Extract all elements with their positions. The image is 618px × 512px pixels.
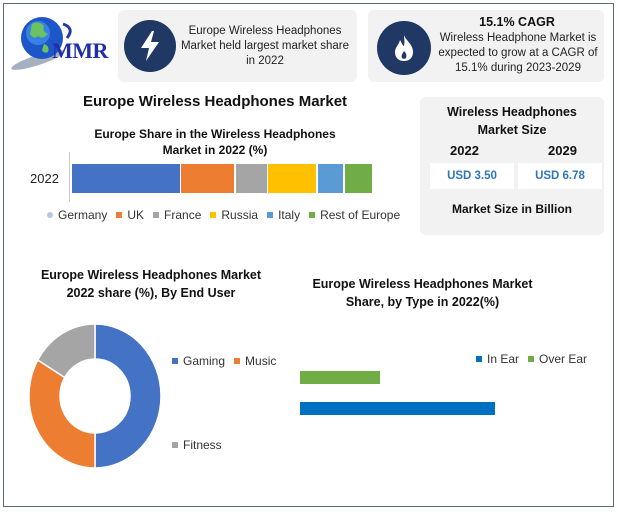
bar-italy bbox=[318, 164, 343, 193]
legend-in-ear: In Ear bbox=[476, 352, 519, 366]
legend-france: France bbox=[153, 208, 201, 222]
bar-germany bbox=[72, 164, 180, 193]
flame-icon bbox=[377, 21, 431, 75]
stacked-bar bbox=[72, 164, 372, 193]
market-size-year-2029: 2029 bbox=[548, 143, 577, 158]
bar-russia bbox=[268, 164, 316, 193]
info-card-largest-share: Europe Wireless Headphones Market held l… bbox=[118, 10, 357, 82]
logo-text: MMR bbox=[52, 38, 108, 63]
cagr-text: Wireless Headphone Market is expected to… bbox=[438, 32, 598, 74]
legend-russia: Russia bbox=[210, 208, 258, 222]
market-size-footer: Market Size in Billion bbox=[451, 202, 573, 216]
logo: MMR bbox=[8, 14, 120, 72]
legend-over-ear: Over Ear bbox=[528, 352, 587, 366]
share-chart-title: Europe Share in the Wireless Headphones … bbox=[94, 127, 336, 157]
bar-france bbox=[236, 164, 267, 193]
enduser-legend-bottom: Fitness bbox=[172, 438, 231, 452]
share-legend: Germany UK France Russia Italy Rest of E… bbox=[47, 208, 409, 222]
legend-fitness: Fitness bbox=[172, 438, 222, 452]
enduser-legend-top: Gaming Music bbox=[172, 354, 285, 368]
lightning-icon bbox=[124, 20, 176, 72]
legend-music: Music bbox=[234, 354, 276, 368]
globe-icon bbox=[11, 17, 72, 70]
bar-uk bbox=[181, 164, 234, 193]
enduser-chart-title: Europe Wireless Headphones Market 2022 s… bbox=[40, 268, 262, 300]
donut-music bbox=[28, 358, 96, 469]
type-chart-title: Europe Wireless Headphones Market Share,… bbox=[312, 277, 533, 309]
donut-gaming bbox=[94, 323, 162, 469]
market-size-value-2022: USD 3.50 bbox=[430, 163, 514, 189]
legend-uk: UK bbox=[116, 208, 144, 222]
cagr-heading: 15.1% CAGR bbox=[479, 15, 555, 29]
legend-gaming: Gaming bbox=[172, 354, 225, 368]
info-card-text: Europe Wireless Headphones Market held l… bbox=[180, 25, 350, 67]
enduser-donut-chart bbox=[28, 323, 162, 469]
bar-in-ear bbox=[300, 402, 495, 415]
market-size-year-2022: 2022 bbox=[450, 143, 479, 158]
legend-rest-of-europe: Rest of Europe bbox=[309, 208, 400, 222]
main-title: Europe Wireless Headphones Market bbox=[82, 93, 348, 110]
share-axis-line bbox=[69, 152, 70, 202]
legend-germany: Germany bbox=[47, 208, 107, 222]
market-size-title: Wireless Headphones Market Size bbox=[447, 105, 577, 137]
share-year-label: 2022 bbox=[30, 171, 59, 186]
infographic-frame bbox=[3, 3, 614, 507]
market-size-value-2029: USD 6.78 bbox=[518, 163, 602, 189]
info-card-cagr: 15.1% CAGR Wireless Headphone Market is … bbox=[368, 10, 604, 82]
type-legend: In Ear Over Ear bbox=[476, 352, 596, 366]
market-size-card: Wireless Headphones Market Size 2022 202… bbox=[420, 97, 604, 235]
bar-rest-of-europe bbox=[345, 164, 372, 193]
donut-fitness bbox=[36, 323, 96, 379]
legend-italy: Italy bbox=[267, 208, 300, 222]
bar-over-ear bbox=[300, 371, 380, 384]
